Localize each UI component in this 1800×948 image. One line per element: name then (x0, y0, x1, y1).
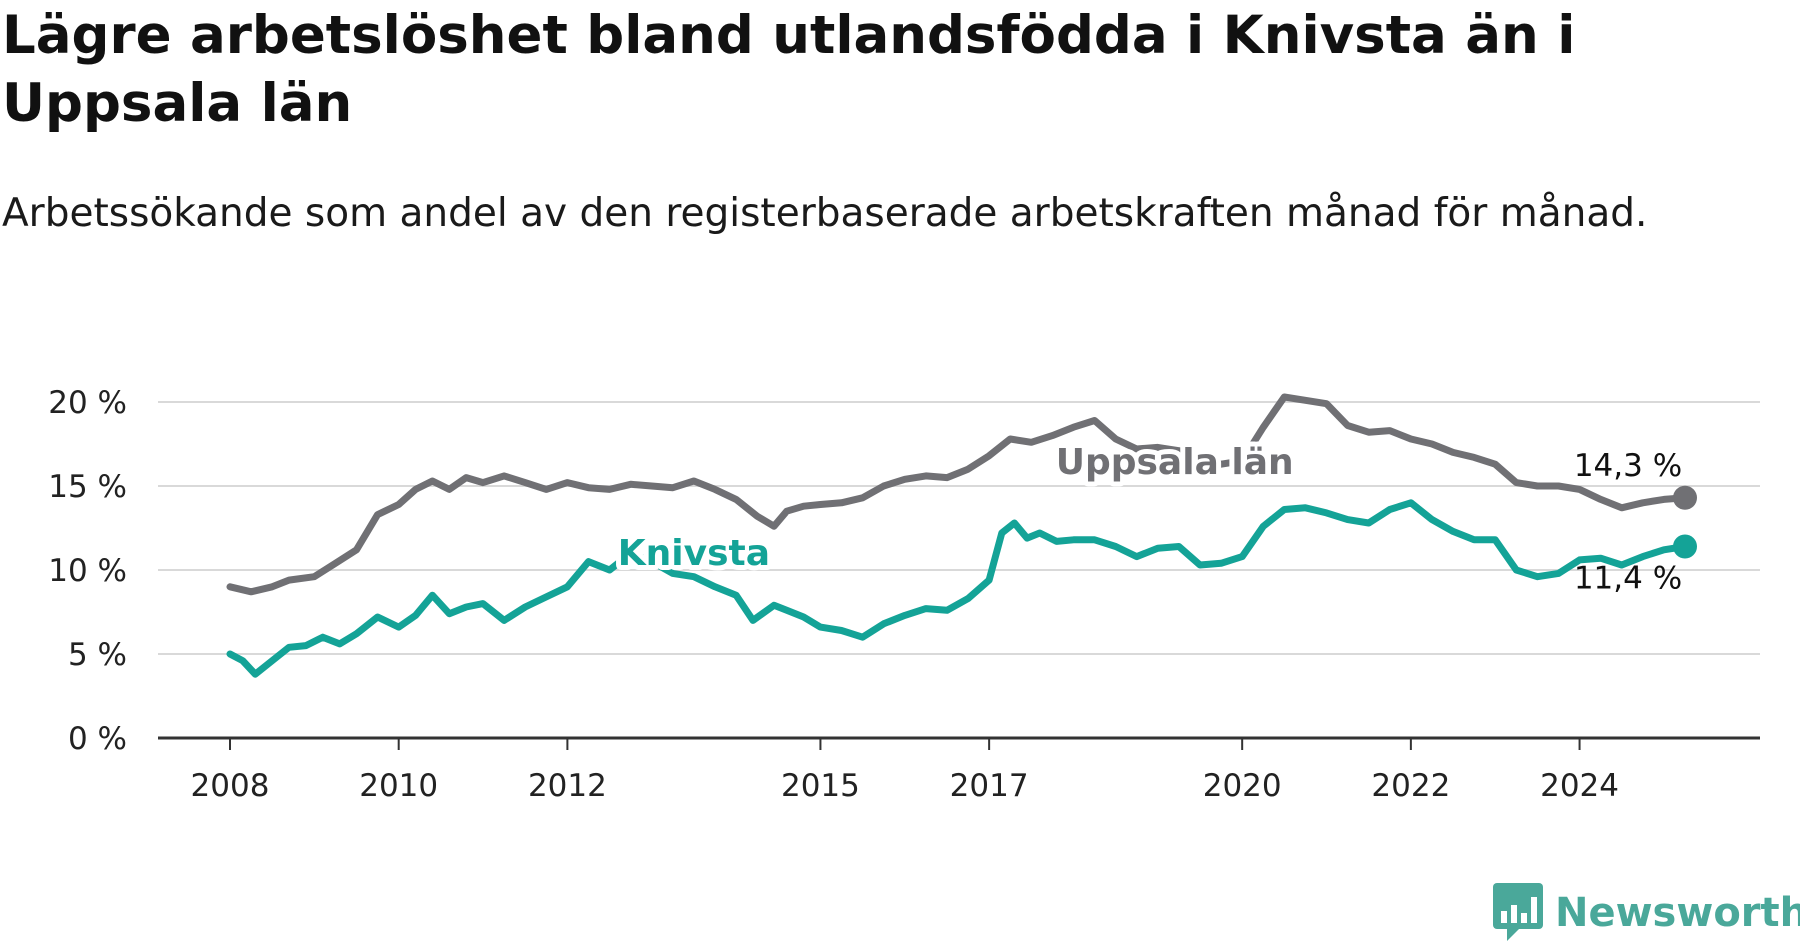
series-label-1: Knivsta (618, 533, 770, 574)
x-tick-label: 2017 (950, 768, 1029, 804)
series-lines (226, 393, 1697, 678)
brand-name: Newsworthy (1555, 890, 1800, 936)
series-line-1 (226, 499, 1689, 678)
x-tick-label: 2024 (1540, 768, 1619, 804)
series-end-point-1 (1673, 534, 1697, 559)
series-line-0 (226, 393, 1689, 596)
series-label-0: Uppsala län (1056, 442, 1294, 483)
x-tick-label: 2010 (359, 768, 438, 804)
y-tick-label: 10 % (48, 553, 127, 589)
y-tick-label: 15 % (48, 469, 127, 505)
chart-title: Lägre arbetslöshet bland utlandsfödda i … (2, 5, 1576, 134)
brand: Newsworthy (1493, 883, 1800, 943)
y-tick-label: 0 % (68, 721, 127, 757)
series-end-label-0: 14,3 % (1574, 448, 1682, 484)
chart-subtitle: Arbetssökande som andel av den registerb… (2, 191, 1648, 236)
x-tick-label: 2020 (1203, 768, 1282, 804)
x-tick-label: 2012 (528, 768, 607, 804)
y-tick-label: 20 % (48, 385, 127, 421)
x-tick-label: 2008 (191, 768, 270, 804)
y-tick-label: 5 % (68, 637, 127, 673)
x-tick-label: 2015 (781, 768, 860, 804)
grid-lines (158, 401, 1760, 655)
series-end-label-1: 11,4 % (1574, 560, 1682, 596)
series-labels: 14,3 % 11,4 % Uppsala län Knivsta (613, 437, 1682, 596)
x-tick-label: 2022 (1371, 768, 1450, 804)
y-axis-ticks: 0 % 5 % 10 % 15 % 20 % (48, 385, 127, 757)
x-axis: 2008 2010 2012 2015 2017 2020 2022 2024 (158, 736, 1760, 804)
newsworthy-logo-icon (1493, 883, 1543, 941)
series-end-point-0 (1673, 485, 1697, 510)
